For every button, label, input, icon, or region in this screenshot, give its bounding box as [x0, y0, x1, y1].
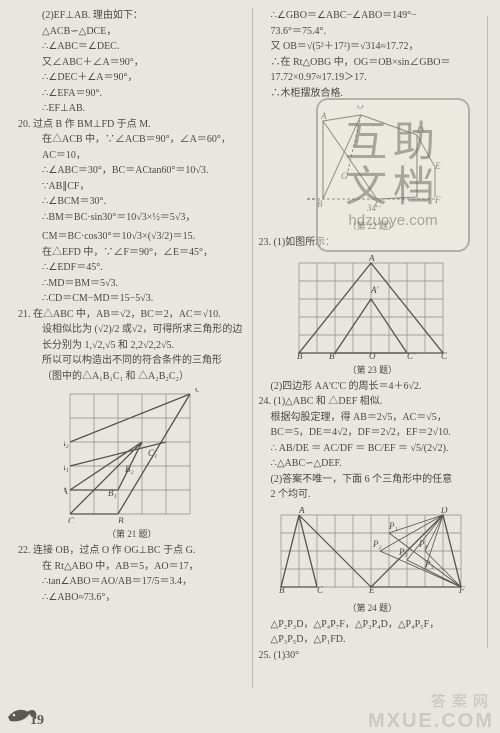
text-line: ∴MD＝BM＝5√3.	[18, 276, 246, 292]
text-line: 2 个均可.	[259, 487, 487, 503]
text-line: 24. (1)△ABC 和 △DEF 相似.	[259, 394, 487, 410]
svg-text:C: C	[317, 585, 324, 595]
svg-text:B₁: B₁	[108, 488, 117, 498]
text-line: ∴△ABC∽△DEF.	[259, 456, 487, 472]
page: (2)EF⊥AB. 理由如下： △ACB∽△DCE， ∴∠ABC＝∠DEC. 又…	[12, 8, 492, 688]
text-line: △P₃P₅D，△P₁FD.	[259, 632, 487, 648]
watermark-stamp: 互助 文档 hdzuoye.com	[316, 98, 470, 252]
text-line: ∴∠BCM＝30°.	[18, 194, 246, 210]
right-margin-line	[487, 16, 488, 648]
text-line: △P₂P₃D，△P₄P₇F，△P₃P₄D，△P₄P₅F，	[259, 617, 487, 633]
text-line: (2)答案不唯一，下面 6 个三角形中的任意	[259, 472, 487, 488]
watermark-site: MXUE.COM	[368, 710, 494, 733]
svg-text:A₂: A₂	[64, 438, 69, 448]
svg-text:B: B	[118, 516, 124, 523]
text-line: 在△ACB 中，∵∠ACB＝90°，∠A＝60°，	[18, 132, 246, 148]
text-line: 根据勾股定理，得 AB＝2√5，AC＝√5，	[259, 410, 487, 426]
svg-text:C': C'	[407, 351, 416, 359]
text-line: （图中的△A₁B₁C₁ 和 △A₂B₂C₂）	[18, 369, 246, 385]
text-line: 又 OB＝√(5²＋17²)＝√314≈17.72，	[259, 39, 487, 55]
svg-text:P₁: P₁	[388, 521, 398, 531]
text-line: ∴tan∠ABO＝AO/AB＝17/5＝3.4，	[18, 574, 246, 590]
text-line: ∴在 Rt△OBG 中，OG＝OB×sin∠GBO＝	[259, 55, 487, 71]
text-line: (2)四边形 AA'C'C 的周长＝4＋6√2.	[259, 379, 487, 395]
svg-text:C: C	[68, 516, 75, 523]
figure-23-caption: （第 23 题）	[259, 363, 487, 376]
text-line: ∴∠ABC＝30°，BC＝ACtan60°＝10√3.	[18, 163, 246, 179]
text-line: 21. 在△ABC 中，AB＝√2，BC＝2，AC＝√10.	[18, 307, 246, 323]
text-line: ∴ AB/DE ＝ AC/DF ＝ BC/EF ＝ √5/(2√2).	[259, 441, 487, 457]
svg-text:F: F	[458, 585, 465, 595]
text-line: ∵AB∥CF，	[18, 179, 246, 195]
svg-text:C: C	[441, 351, 448, 359]
text-line: △ACB∽△DCE，	[18, 24, 246, 40]
svg-text:A: A	[298, 507, 305, 515]
svg-text:B: B	[297, 351, 303, 359]
text-line: ∴∠ABC＝∠DEC.	[18, 39, 246, 55]
text-line: 又∠ABC＋∠A＝90°，	[18, 55, 246, 71]
text-line: 17.72×0.97≈17.19＞17.	[259, 70, 487, 86]
page-number: 19	[30, 713, 44, 729]
figure-24-caption: （第 24 题）	[259, 601, 487, 614]
svg-text:P₄: P₄	[418, 539, 428, 549]
text-line: 长分别为 1,√2,√5 和 2,2√2,2√5.	[18, 338, 246, 354]
text-line: 在△EFD 中，∵∠F＝90°，∠E＝45°，	[18, 245, 246, 261]
text-line: ∴∠EFA＝90°.	[18, 86, 246, 102]
text-line: ∴CD＝CM−MD＝15−5√3.	[18, 291, 246, 307]
svg-text:C₂: C₂	[195, 388, 199, 394]
svg-text:C₁: C₁	[148, 448, 157, 458]
text-line: (2)EF⊥AB. 理由如下：	[18, 8, 246, 24]
svg-text:A: A	[368, 255, 375, 263]
svg-text:A: A	[64, 486, 68, 496]
text-line: BC＝5，DE＝4√2，DF＝2√2，EF＝2√10.	[259, 425, 487, 441]
svg-text:E: E	[368, 585, 375, 595]
text-line: ∴∠ABO≈73.6°，	[18, 590, 246, 606]
watermark-chinese: 答案网	[431, 690, 494, 711]
text-line: ∴∠GBO＝∠ABC−∠ABO＝149°−	[259, 8, 487, 24]
text-line: 25. (1)30°	[259, 648, 487, 664]
text-line: 22. 连接 OB，过点 O 作 OG⊥BC 于点 G.	[18, 543, 246, 559]
text-line: 设相似比为 (√2)/2 或√2，可得所求三角形的边	[18, 322, 246, 338]
svg-text:D: D	[440, 507, 448, 515]
svg-text:A₁: A₁	[64, 462, 69, 472]
svg-text:O: O	[369, 351, 376, 359]
text-line: 在 Rt△ABO 中，AB＝5，AO＝17，	[18, 559, 246, 575]
text-line: ∴BM＝BC·sin30°＝10√3×½＝5√3，	[18, 210, 246, 226]
left-column: (2)EF⊥AB. 理由如下： △ACB∽△DCE， ∴∠ABC＝∠DEC. 又…	[12, 8, 253, 688]
stamp-line-2: 文档	[345, 166, 441, 210]
stamp-sub: hdzuoye.com	[348, 212, 437, 229]
svg-text:B': B'	[329, 351, 337, 359]
text-line: 20. 过点 B 作 BM⊥FD 于点 M.	[18, 117, 246, 133]
text-line: 所以可以构造出不同的符合条件的三角形	[18, 353, 246, 369]
figure-23: A A' B B' O C' C	[293, 255, 451, 359]
stamp-line-1: 互助	[345, 121, 441, 165]
svg-text:B₂: B₂	[125, 464, 134, 474]
svg-text:P₃: P₃	[398, 547, 408, 557]
text-line: CM＝BC·cos30°＝10√3×(√3/2)＝15.	[18, 229, 246, 245]
figure-21: C₂ A₂ A₁ A C B B₁ B₂ C₁	[64, 388, 199, 523]
svg-text:A': A'	[370, 285, 379, 295]
svg-text:P₂: P₂	[372, 539, 382, 549]
text-line: AC＝10，	[18, 148, 246, 164]
figure-24: A D B C E F P₁ P₂ P₃ P₄ P₅	[275, 507, 470, 597]
svg-text:P₅: P₅	[424, 559, 434, 569]
text-line: ∴∠EDF＝45°.	[18, 260, 246, 276]
text-line: ∴EF⊥AB.	[18, 101, 246, 117]
text-line: 73.6°＝75.4°.	[259, 24, 487, 40]
text-line: ∴∠DEC＋∠A＝90°，	[18, 70, 246, 86]
svg-text:B: B	[279, 585, 285, 595]
figure-21-caption: （第 21 题）	[18, 527, 246, 540]
